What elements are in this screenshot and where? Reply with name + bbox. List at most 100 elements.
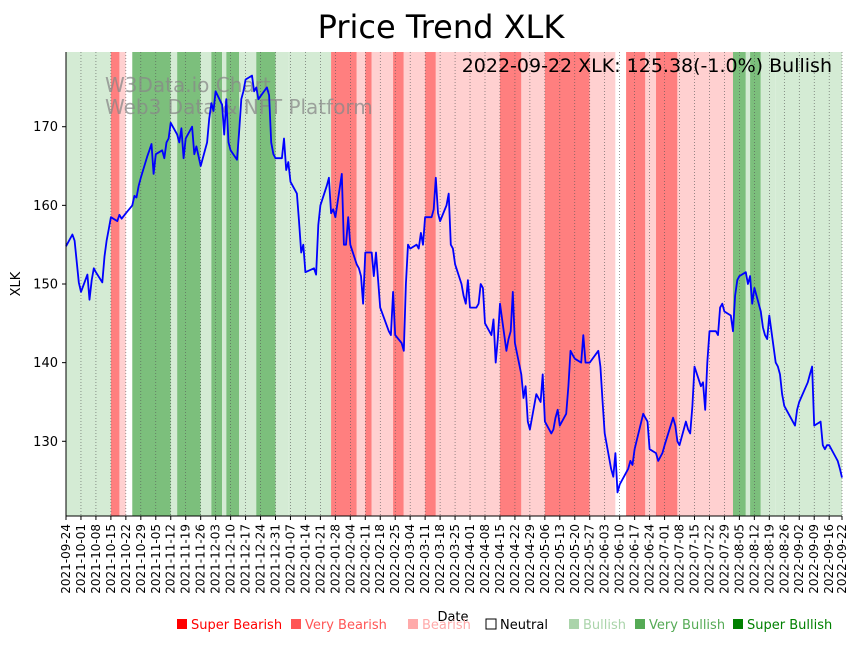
legend-swatch-2	[408, 619, 418, 629]
legend-swatch-4	[569, 619, 579, 629]
x-tick-label-12: 2021-12-17	[239, 524, 253, 594]
x-tick-label-33: 2022-05-13	[553, 524, 567, 594]
regime-band-30	[656, 52, 678, 516]
x-tick-label-50: 2022-09-09	[807, 524, 821, 594]
regime-band-29	[645, 52, 657, 516]
regime-band-27	[615, 52, 627, 516]
x-tick-label-44: 2022-07-29	[717, 524, 731, 594]
regime-band-18	[371, 52, 394, 516]
legend-swatch-3	[485, 618, 497, 630]
regime-band-15	[331, 52, 357, 516]
x-tick-label-45: 2022-08-05	[732, 524, 746, 594]
x-axis-label: Date	[437, 610, 468, 625]
legend-swatch-5	[635, 619, 645, 629]
x-tick-label-15: 2022-01-07	[283, 524, 297, 594]
x-tick-label-22: 2022-02-25	[388, 524, 402, 594]
x-tick-label-17: 2022-01-21	[313, 524, 327, 594]
regime-band-25	[544, 52, 590, 516]
x-tick-label-14: 2021-12-31	[268, 524, 282, 594]
x-tick-label-13: 2021-12-24	[254, 524, 268, 594]
x-tick-label-26: 2022-03-25	[448, 524, 462, 594]
x-tick-label-49: 2022-09-02	[792, 524, 806, 594]
vertical-grid	[65, 52, 843, 516]
regime-band-23	[499, 52, 522, 516]
regime-band-19	[393, 52, 404, 516]
x-tick-label-5: 2021-10-29	[134, 524, 148, 594]
x-tick-label-2: 2021-10-08	[89, 524, 103, 594]
x-tick-label-4: 2021-10-22	[119, 524, 133, 594]
x-tick-label-47: 2022-08-19	[762, 524, 776, 594]
regime-band-24	[521, 52, 545, 516]
x-tick-label-35: 2022-05-27	[583, 524, 597, 594]
series-line-xlk	[65, 74, 843, 494]
x-tick-label-38: 2022-06-17	[628, 524, 642, 594]
regime-band-10	[226, 52, 240, 516]
y-tick-label-2: 150	[33, 278, 58, 293]
legend-swatch-0	[177, 619, 187, 629]
regime-band-4	[132, 52, 171, 516]
x-tick-label-32: 2022-05-06	[538, 524, 552, 594]
x-tick-label-27: 2022-04-01	[463, 524, 477, 594]
regime-band-34	[750, 52, 761, 516]
regime-band-13	[275, 52, 289, 516]
x-tick-label-48: 2022-08-26	[777, 524, 791, 594]
regime-band-17	[365, 52, 372, 516]
regime-band-5	[170, 52, 178, 516]
y-tick-label-1: 140	[33, 356, 58, 371]
x-tick-label-9: 2021-11-26	[194, 524, 208, 594]
legend-swatch-6	[733, 619, 743, 629]
x-tick-label-23: 2022-03-04	[403, 524, 417, 594]
regime-band-7	[200, 52, 212, 516]
regime-band-12	[256, 52, 276, 516]
y-tick-label-0: 130	[33, 435, 58, 450]
regime-band-8	[211, 52, 223, 516]
x-tick-label-46: 2022-08-12	[747, 524, 761, 594]
regime-band-6	[177, 52, 201, 516]
x-tick-label-34: 2022-05-20	[568, 524, 582, 594]
legend-label-2: Bearish	[422, 618, 471, 633]
x-tick-label-3: 2021-10-15	[104, 524, 118, 594]
x-tick-label-51: 2022-09-16	[822, 524, 836, 594]
legend-label-5: Very Bullish	[649, 618, 725, 633]
x-tick-label-16: 2022-01-14	[298, 524, 312, 594]
regime-band-28	[626, 52, 646, 516]
x-tick-label-42: 2022-07-15	[687, 524, 701, 594]
y-axis-label: XLK	[9, 271, 24, 296]
x-tick-label-52: 2022-09-22	[835, 524, 849, 594]
regime-band-26	[589, 52, 616, 516]
regime-band-9	[222, 52, 227, 516]
watermark-line-1: W3Data.io Chart	[105, 73, 271, 97]
regime-band-36	[775, 52, 842, 516]
x-tick-label-31: 2022-04-29	[523, 524, 537, 594]
y-tick-label-3: 160	[33, 199, 58, 214]
regime-band-31	[677, 52, 733, 516]
x-tick-label-39: 2022-06-24	[643, 524, 657, 594]
regime-band-2	[119, 52, 126, 516]
x-tick-label-6: 2021-11-05	[149, 524, 163, 594]
x-tick-label-8: 2021-11-19	[179, 524, 193, 594]
x-tick-label-21: 2022-02-18	[373, 524, 387, 594]
x-tick-label-7: 2021-11-12	[164, 524, 178, 594]
x-tick-label-1: 2021-10-01	[74, 524, 88, 594]
y-ticks: 130 140 150 160 170	[33, 120, 66, 450]
x-tick-label-37: 2022-06-10	[613, 524, 627, 594]
x-tick-label-11: 2021-12-10	[224, 524, 238, 594]
chart-title: Price Trend XLK	[318, 8, 566, 46]
x-tick-label-20: 2022-02-11	[358, 524, 372, 594]
regime-band-3	[125, 52, 133, 516]
regime-band-21	[425, 52, 436, 516]
watermark-line-2: Web3 Data & NFT Platform	[105, 95, 373, 119]
x-tick-label-25: 2022-03-18	[433, 524, 447, 594]
x-tick-label-43: 2022-07-22	[702, 524, 716, 594]
regime-band-20	[403, 52, 426, 516]
legend-label-3: Neutral	[500, 618, 548, 633]
legend-label-4: Bullish	[583, 618, 626, 633]
background-regimes	[66, 52, 842, 516]
regime-band-1	[110, 52, 120, 516]
legend-swatch-1	[291, 619, 301, 629]
x-ticks: 2021-09-24 2021-10-01 2021-10-08 2021-10-15…	[59, 516, 849, 594]
x-tick-label-28: 2022-04-08	[478, 524, 492, 594]
legend-label-6: Super Bullish	[747, 618, 832, 633]
regime-band-11	[239, 52, 257, 516]
